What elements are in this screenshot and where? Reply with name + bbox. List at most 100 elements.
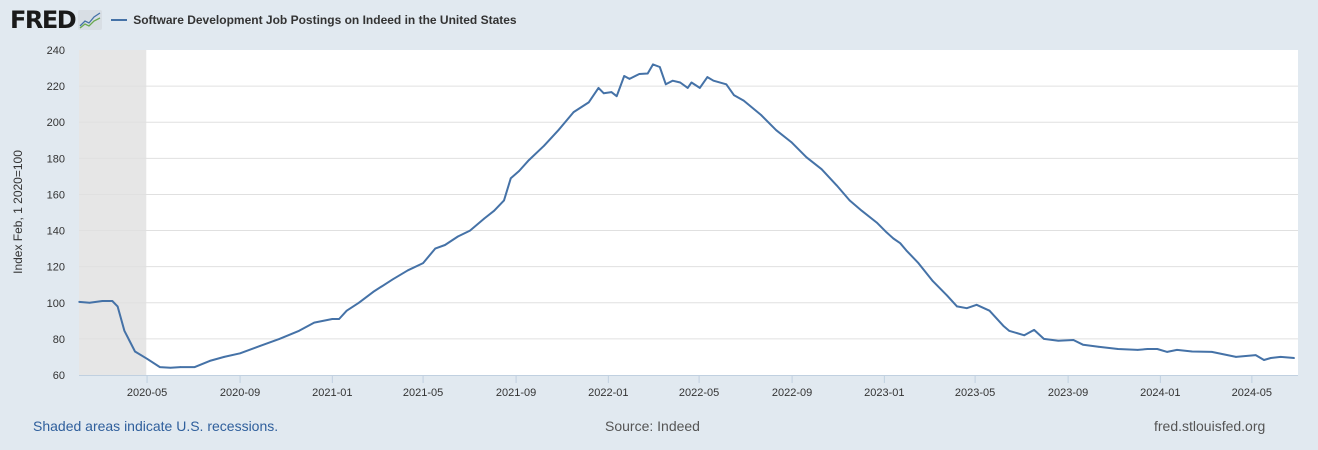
- data-point: [518, 170, 520, 172]
- data-point: [1263, 359, 1265, 361]
- data-point: [422, 262, 424, 264]
- data-point: [733, 94, 735, 96]
- site-link[interactable]: fred.stlouisfed.org: [1154, 418, 1266, 434]
- data-point: [223, 356, 225, 358]
- data-point: [457, 235, 459, 238]
- data-point: [313, 321, 315, 324]
- data-point: [615, 95, 618, 98]
- y-tick-label: 60: [53, 370, 65, 382]
- data-point: [469, 229, 471, 232]
- data-point: [975, 303, 978, 306]
- x-tick-label: 2022-05: [679, 387, 719, 399]
- fred-logo[interactable]: FRED: [10, 6, 77, 34]
- x-tick-label: 2020-09: [220, 387, 260, 399]
- data-point: [1003, 325, 1005, 328]
- data-point: [239, 352, 241, 355]
- data-point: [1191, 350, 1193, 353]
- data-point: [623, 75, 626, 77]
- data-point: [1166, 351, 1168, 353]
- x-tick-label: 2021-01: [312, 387, 352, 399]
- data-point: [638, 73, 641, 75]
- x-tick-label: 2023-01: [864, 387, 904, 399]
- data-point: [509, 177, 512, 179]
- x-tick-label: 2021-09: [496, 387, 536, 399]
- x-tick-label: 2024-01: [1140, 387, 1180, 399]
- data-point: [146, 357, 148, 360]
- y-tick-label: 200: [47, 117, 65, 129]
- x-tick-label: 2021-05: [403, 387, 443, 399]
- y-tick-label: 160: [47, 189, 65, 201]
- data-point: [1210, 351, 1213, 353]
- y-tick-label: 240: [47, 45, 65, 57]
- x-tick-label: 2022-01: [588, 387, 628, 399]
- data-point: [652, 63, 654, 66]
- data-point: [557, 129, 560, 131]
- data-point: [179, 366, 182, 368]
- data-point: [298, 329, 300, 332]
- data-point: [1254, 354, 1257, 356]
- fred-graph-icon: [78, 10, 103, 30]
- data-point: [587, 101, 590, 104]
- y-tick-label: 100: [47, 298, 65, 310]
- data-point: [820, 168, 823, 170]
- data-point: [572, 111, 575, 113]
- data-point: [775, 129, 778, 131]
- data-point: [1008, 329, 1010, 332]
- data-point: [1082, 344, 1085, 346]
- data-point: [1033, 329, 1035, 331]
- data-point: [407, 269, 409, 272]
- data-point: [444, 244, 446, 246]
- data-point: [503, 199, 505, 202]
- data-point: [603, 92, 605, 95]
- data-point: [917, 262, 920, 264]
- data-point: [725, 83, 728, 86]
- y-tick-label: 140: [47, 226, 65, 238]
- data-point: [628, 78, 631, 80]
- data-point: [338, 318, 340, 320]
- data-point: [209, 360, 211, 362]
- data-point: [1072, 339, 1075, 341]
- data-point: [988, 309, 991, 312]
- recession-shade: [79, 50, 147, 375]
- data-point: [1176, 349, 1178, 351]
- data-point: [78, 301, 80, 303]
- legend-label[interactable]: Software Development Job Postings on Ind…: [133, 13, 517, 27]
- data-point: [805, 156, 808, 159]
- data-point: [860, 209, 863, 212]
- data-point: [483, 217, 486, 220]
- data-point: [646, 72, 649, 75]
- data-point: [742, 99, 745, 102]
- data-point: [357, 301, 360, 304]
- data-point: [1156, 348, 1159, 350]
- data-point: [690, 81, 693, 84]
- data-point: [790, 141, 793, 143]
- data-point: [159, 366, 161, 368]
- data-point: [258, 345, 261, 347]
- data-point: [392, 278, 394, 281]
- legend-swatch: [111, 19, 128, 21]
- x-tick-label: 2022-09: [772, 387, 812, 399]
- data-point: [528, 159, 530, 161]
- data-point: [372, 291, 374, 293]
- data-point: [1117, 348, 1119, 350]
- data-point: [493, 209, 495, 212]
- data-point: [345, 309, 348, 312]
- data-point: [169, 366, 172, 369]
- y-tick-label: 180: [47, 153, 65, 165]
- data-point: [931, 280, 934, 282]
- data-point: [760, 114, 762, 116]
- plot-area: [79, 50, 1298, 375]
- x-tick-label: 2023-09: [1048, 387, 1088, 399]
- data-point: [946, 294, 948, 297]
- data-point: [1097, 346, 1100, 348]
- y-tick-label: 220: [47, 81, 65, 93]
- data-point: [885, 231, 888, 234]
- data-point: [193, 366, 196, 368]
- data-point: [610, 91, 613, 93]
- data-point: [956, 305, 958, 308]
- data-point: [1293, 357, 1296, 359]
- data-point: [1136, 349, 1139, 351]
- data-point: [706, 76, 709, 78]
- recession-note: Shaded areas indicate U.S. recessions.: [33, 418, 279, 434]
- data-point: [665, 83, 667, 86]
